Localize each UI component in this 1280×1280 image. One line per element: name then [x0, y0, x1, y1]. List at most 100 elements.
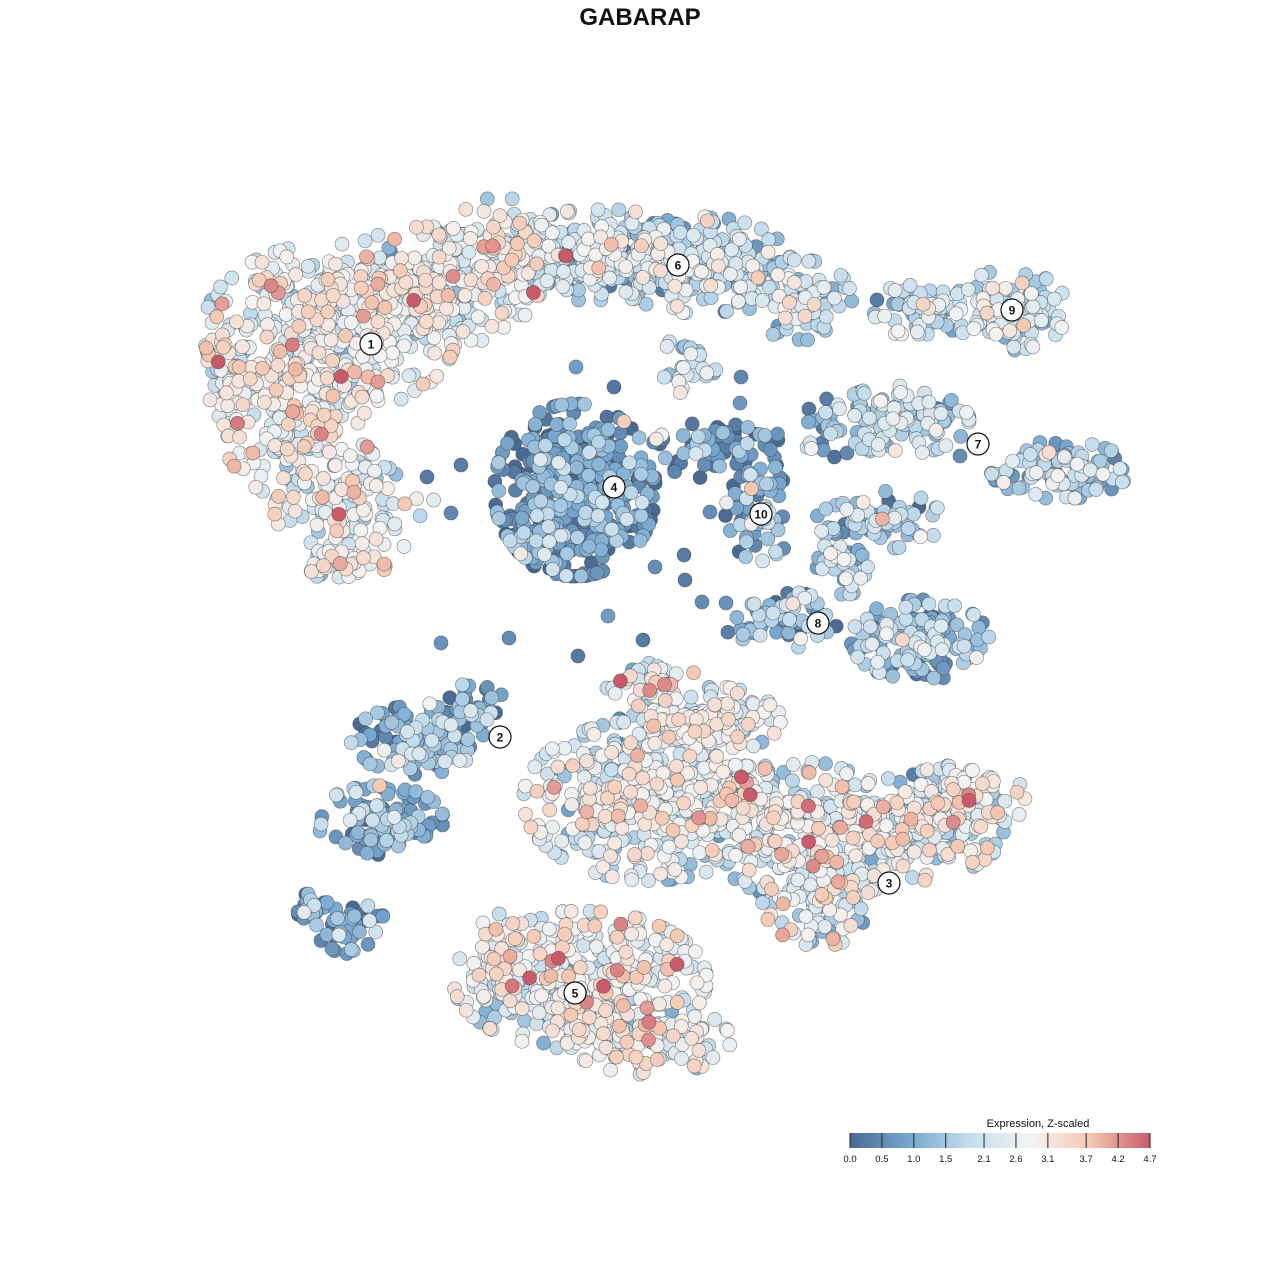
cell-point [648, 431, 664, 447]
cell-point [653, 236, 669, 251]
cell-point [816, 280, 832, 295]
cell-point [847, 619, 863, 634]
cell-point [621, 455, 637, 471]
cell-point [988, 326, 1004, 342]
cell-point [607, 685, 623, 701]
cell-point [623, 735, 639, 751]
cell-point [869, 292, 885, 308]
cell-point [898, 599, 914, 615]
cell-point [504, 191, 520, 207]
cell-point [537, 547, 552, 562]
cell-point [418, 314, 434, 329]
cell-point [888, 443, 903, 458]
cell-point [947, 598, 963, 614]
cell-point [350, 825, 366, 840]
cell-point [491, 483, 507, 499]
cell-point [276, 470, 291, 486]
cell-point [814, 887, 830, 902]
cell-point [541, 921, 557, 937]
cell-point [684, 1031, 699, 1046]
cell-point [692, 470, 708, 485]
cell-point [624, 926, 639, 942]
cell-point [683, 346, 699, 362]
cell-point [429, 368, 445, 384]
cell-point [934, 642, 950, 657]
cell-point [895, 858, 911, 874]
cell-point [573, 568, 589, 584]
cell-point [862, 619, 878, 635]
cell-point [553, 480, 569, 495]
cell-point [926, 670, 942, 686]
cell-point [731, 231, 747, 247]
cell-point [722, 1037, 738, 1053]
cell-point [370, 227, 386, 243]
cell-point [631, 430, 647, 446]
cell-point [309, 517, 325, 533]
cell-point [915, 296, 931, 312]
cell-point [401, 368, 417, 384]
cell-point [574, 816, 590, 832]
cell-point [316, 558, 331, 573]
cell-point [235, 339, 250, 355]
cell-point [691, 1043, 707, 1058]
cell-point [565, 758, 581, 773]
cell-point [528, 533, 544, 549]
cell-point [539, 273, 555, 289]
cell-point [627, 847, 642, 862]
cell-point [752, 627, 768, 643]
cell-point [624, 872, 640, 888]
cell-point [331, 927, 347, 943]
cell-point [616, 414, 632, 429]
cell-point [501, 630, 517, 646]
cell-point [938, 438, 954, 454]
cell-point [745, 738, 761, 754]
cell-point [1050, 468, 1066, 484]
cell-point [449, 989, 465, 1004]
cell-point [300, 258, 316, 274]
cell-point [443, 505, 459, 521]
cell-point [360, 898, 376, 914]
cell-point [1028, 486, 1044, 502]
cell-point [431, 275, 447, 291]
cell-point [369, 388, 385, 404]
cell-point [953, 429, 969, 444]
cell-point [683, 689, 699, 705]
cell-point [659, 339, 675, 354]
cell-point [384, 715, 400, 730]
cell-point [873, 393, 888, 409]
cell-point [836, 552, 852, 567]
cell-point [327, 458, 343, 473]
cell-point [754, 293, 770, 308]
cell-point [569, 460, 584, 475]
cell-point [1115, 474, 1130, 490]
cell-point [707, 1012, 723, 1027]
cell-point [354, 389, 370, 405]
cell-point [365, 812, 380, 828]
cell-point [770, 426, 785, 442]
cell-point [457, 288, 473, 303]
cell-point [489, 966, 504, 982]
cell-point [686, 227, 701, 243]
cell-point [577, 396, 592, 412]
cell-point [455, 677, 470, 693]
cell-point [319, 370, 335, 386]
cell-point [229, 314, 244, 330]
cell-point [235, 397, 251, 413]
cell-point [895, 632, 910, 648]
cell-point [479, 191, 495, 207]
cell-point [733, 279, 748, 295]
cell-point [860, 776, 876, 791]
cell-point [426, 492, 441, 508]
cell-point [917, 872, 933, 888]
cell-point [845, 890, 861, 905]
cell-point [320, 304, 336, 320]
cell-point [484, 690, 500, 706]
cell-point [657, 978, 673, 994]
cell-point [782, 295, 797, 310]
cell-point [628, 1049, 644, 1065]
cell-point [369, 798, 385, 813]
cell-point [913, 490, 929, 506]
cell-point [698, 864, 714, 880]
cell-point [607, 779, 623, 795]
cell-point [477, 291, 493, 306]
